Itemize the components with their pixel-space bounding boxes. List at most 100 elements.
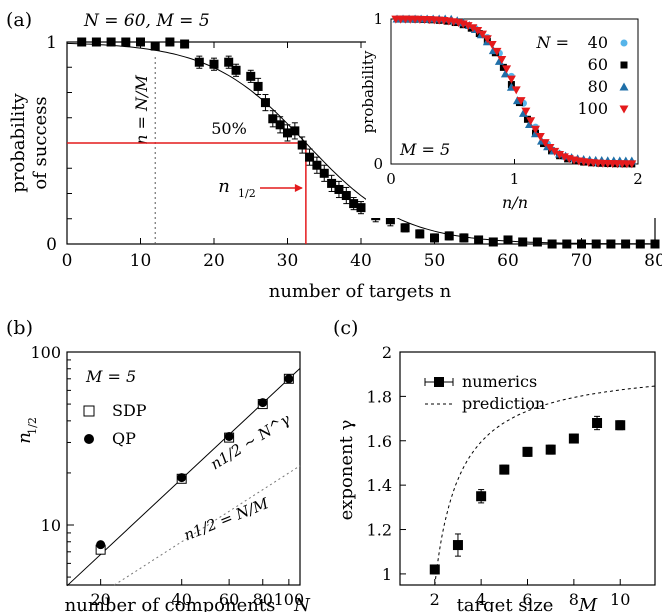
inset-legend-label: 40 (588, 33, 608, 52)
data-point (547, 239, 557, 249)
inset-point-triangle-down (540, 139, 550, 148)
data-point (444, 231, 454, 241)
inset-point-triangle-down (468, 24, 478, 33)
legend-marker-sdp (83, 405, 95, 417)
legend-label-numerics: numerics (462, 372, 537, 391)
legend-marker-numerics (434, 377, 444, 387)
data-point (606, 239, 616, 249)
panel-a-inset: 0 1 2 0 1 n/n probability M = 5 N = 40 60 80 100 (359, 8, 658, 218)
inset-x-tick-label: 2 (633, 170, 643, 188)
y-axis-label: n (14, 432, 35, 444)
data-point (503, 235, 513, 245)
inset-legend-label: 80 (588, 77, 608, 96)
data-point (532, 237, 542, 247)
panel-label: (c) (333, 317, 358, 339)
x-axis-label-var: N (293, 595, 311, 612)
n-half-label-sub: 1/2 (238, 187, 256, 200)
data-point (577, 239, 586, 249)
y-tick-label: 1.4 (367, 476, 392, 495)
data-point (194, 57, 204, 67)
data-point (499, 464, 510, 475)
data-point (621, 239, 631, 249)
panel-c: (c) 2 4 6 8 10 1 1.2 1.4 1.6 1.8 2 target size Mexpon… (333, 317, 656, 612)
data-point (268, 114, 278, 124)
data-point (290, 126, 300, 136)
y-tick-label: 10 (41, 516, 61, 535)
x-tick-label: 40 (172, 590, 192, 609)
data-point (260, 98, 270, 108)
inset-legend-label: 60 (588, 55, 608, 74)
x-tick-label: 70 (571, 251, 593, 271)
x-tick-label: 8 (569, 590, 579, 609)
y-tick-label: 2 (382, 343, 392, 362)
y-axis-label-sub: 1/2 (26, 417, 39, 435)
legend-marker-qp (84, 434, 94, 444)
data-point-qp (258, 398, 268, 408)
data-point (430, 233, 439, 243)
data-point (650, 239, 660, 249)
data-point (341, 191, 351, 201)
data-point (136, 37, 145, 47)
inset-M-label: M = 5 (399, 140, 450, 159)
data-point (231, 65, 241, 75)
inset-point-triangle-down (511, 86, 521, 95)
reference-line (114, 465, 301, 586)
fit-curve (66, 42, 655, 245)
data-point (209, 59, 219, 69)
y-tick-label: 100 (30, 343, 61, 362)
data-point (356, 203, 366, 213)
x-tick-label: 30 (277, 251, 299, 271)
prediction-curve (434, 385, 656, 586)
data-point (522, 446, 533, 457)
data-point (297, 140, 307, 150)
inset-point-triangle-down (478, 30, 488, 39)
data-point (592, 418, 603, 429)
data-point (518, 237, 528, 247)
legend-label-qp: QP (112, 429, 136, 448)
legend-label-sdp: SDP (112, 401, 147, 420)
inset-y-tick-label: 0 (373, 155, 383, 173)
data-point (349, 199, 359, 209)
x-tick-label: 0 (62, 251, 73, 271)
y-tick-label: 1.8 (367, 387, 392, 406)
n-half-label: n (218, 176, 230, 197)
x-tick-label: 40 (350, 251, 372, 271)
data-point (106, 37, 116, 47)
x-tick-label: 6 (522, 590, 532, 609)
data-point (334, 184, 344, 194)
inset-point-triangle-down (550, 147, 560, 156)
data-point (415, 229, 425, 239)
data-point (591, 239, 601, 249)
inset-point-square (475, 30, 483, 38)
x-axis-label: number of components (65, 595, 276, 612)
n-equals-N-over-M-label: n = N/M (132, 75, 151, 145)
x-tick-label: 60 (497, 251, 519, 271)
data-point-qp (224, 431, 234, 441)
inset-y-tick-label: 1 (373, 10, 383, 28)
data-point-qp (284, 374, 294, 384)
inset-x-axis-label: n/n (502, 193, 528, 212)
x-tick-label: 80 (644, 251, 662, 271)
data-point (452, 540, 463, 551)
inset-x-tick-label: 0 (386, 170, 396, 188)
x-tick-label: 100 (274, 590, 305, 609)
data-point (121, 37, 131, 47)
data-point (283, 128, 292, 138)
x-axis-label: target size (457, 595, 554, 612)
x-axis-label-var: M (578, 595, 598, 612)
params-label: N = 60, M = 5 (83, 11, 210, 31)
data-point (476, 491, 487, 502)
inset-point-triangle-down (521, 107, 531, 116)
x-tick-label: 10 (610, 590, 630, 609)
inset-point-triangle-down (482, 35, 492, 44)
inset-point-triangle-down (497, 56, 507, 65)
data-point (545, 444, 556, 455)
data-point (91, 37, 101, 47)
panel-label: (b) (6, 317, 33, 339)
data-point (224, 57, 234, 67)
data-point (246, 71, 256, 81)
inset-point-triangle-down (535, 133, 545, 142)
inset-point-triangle-up (500, 69, 510, 78)
